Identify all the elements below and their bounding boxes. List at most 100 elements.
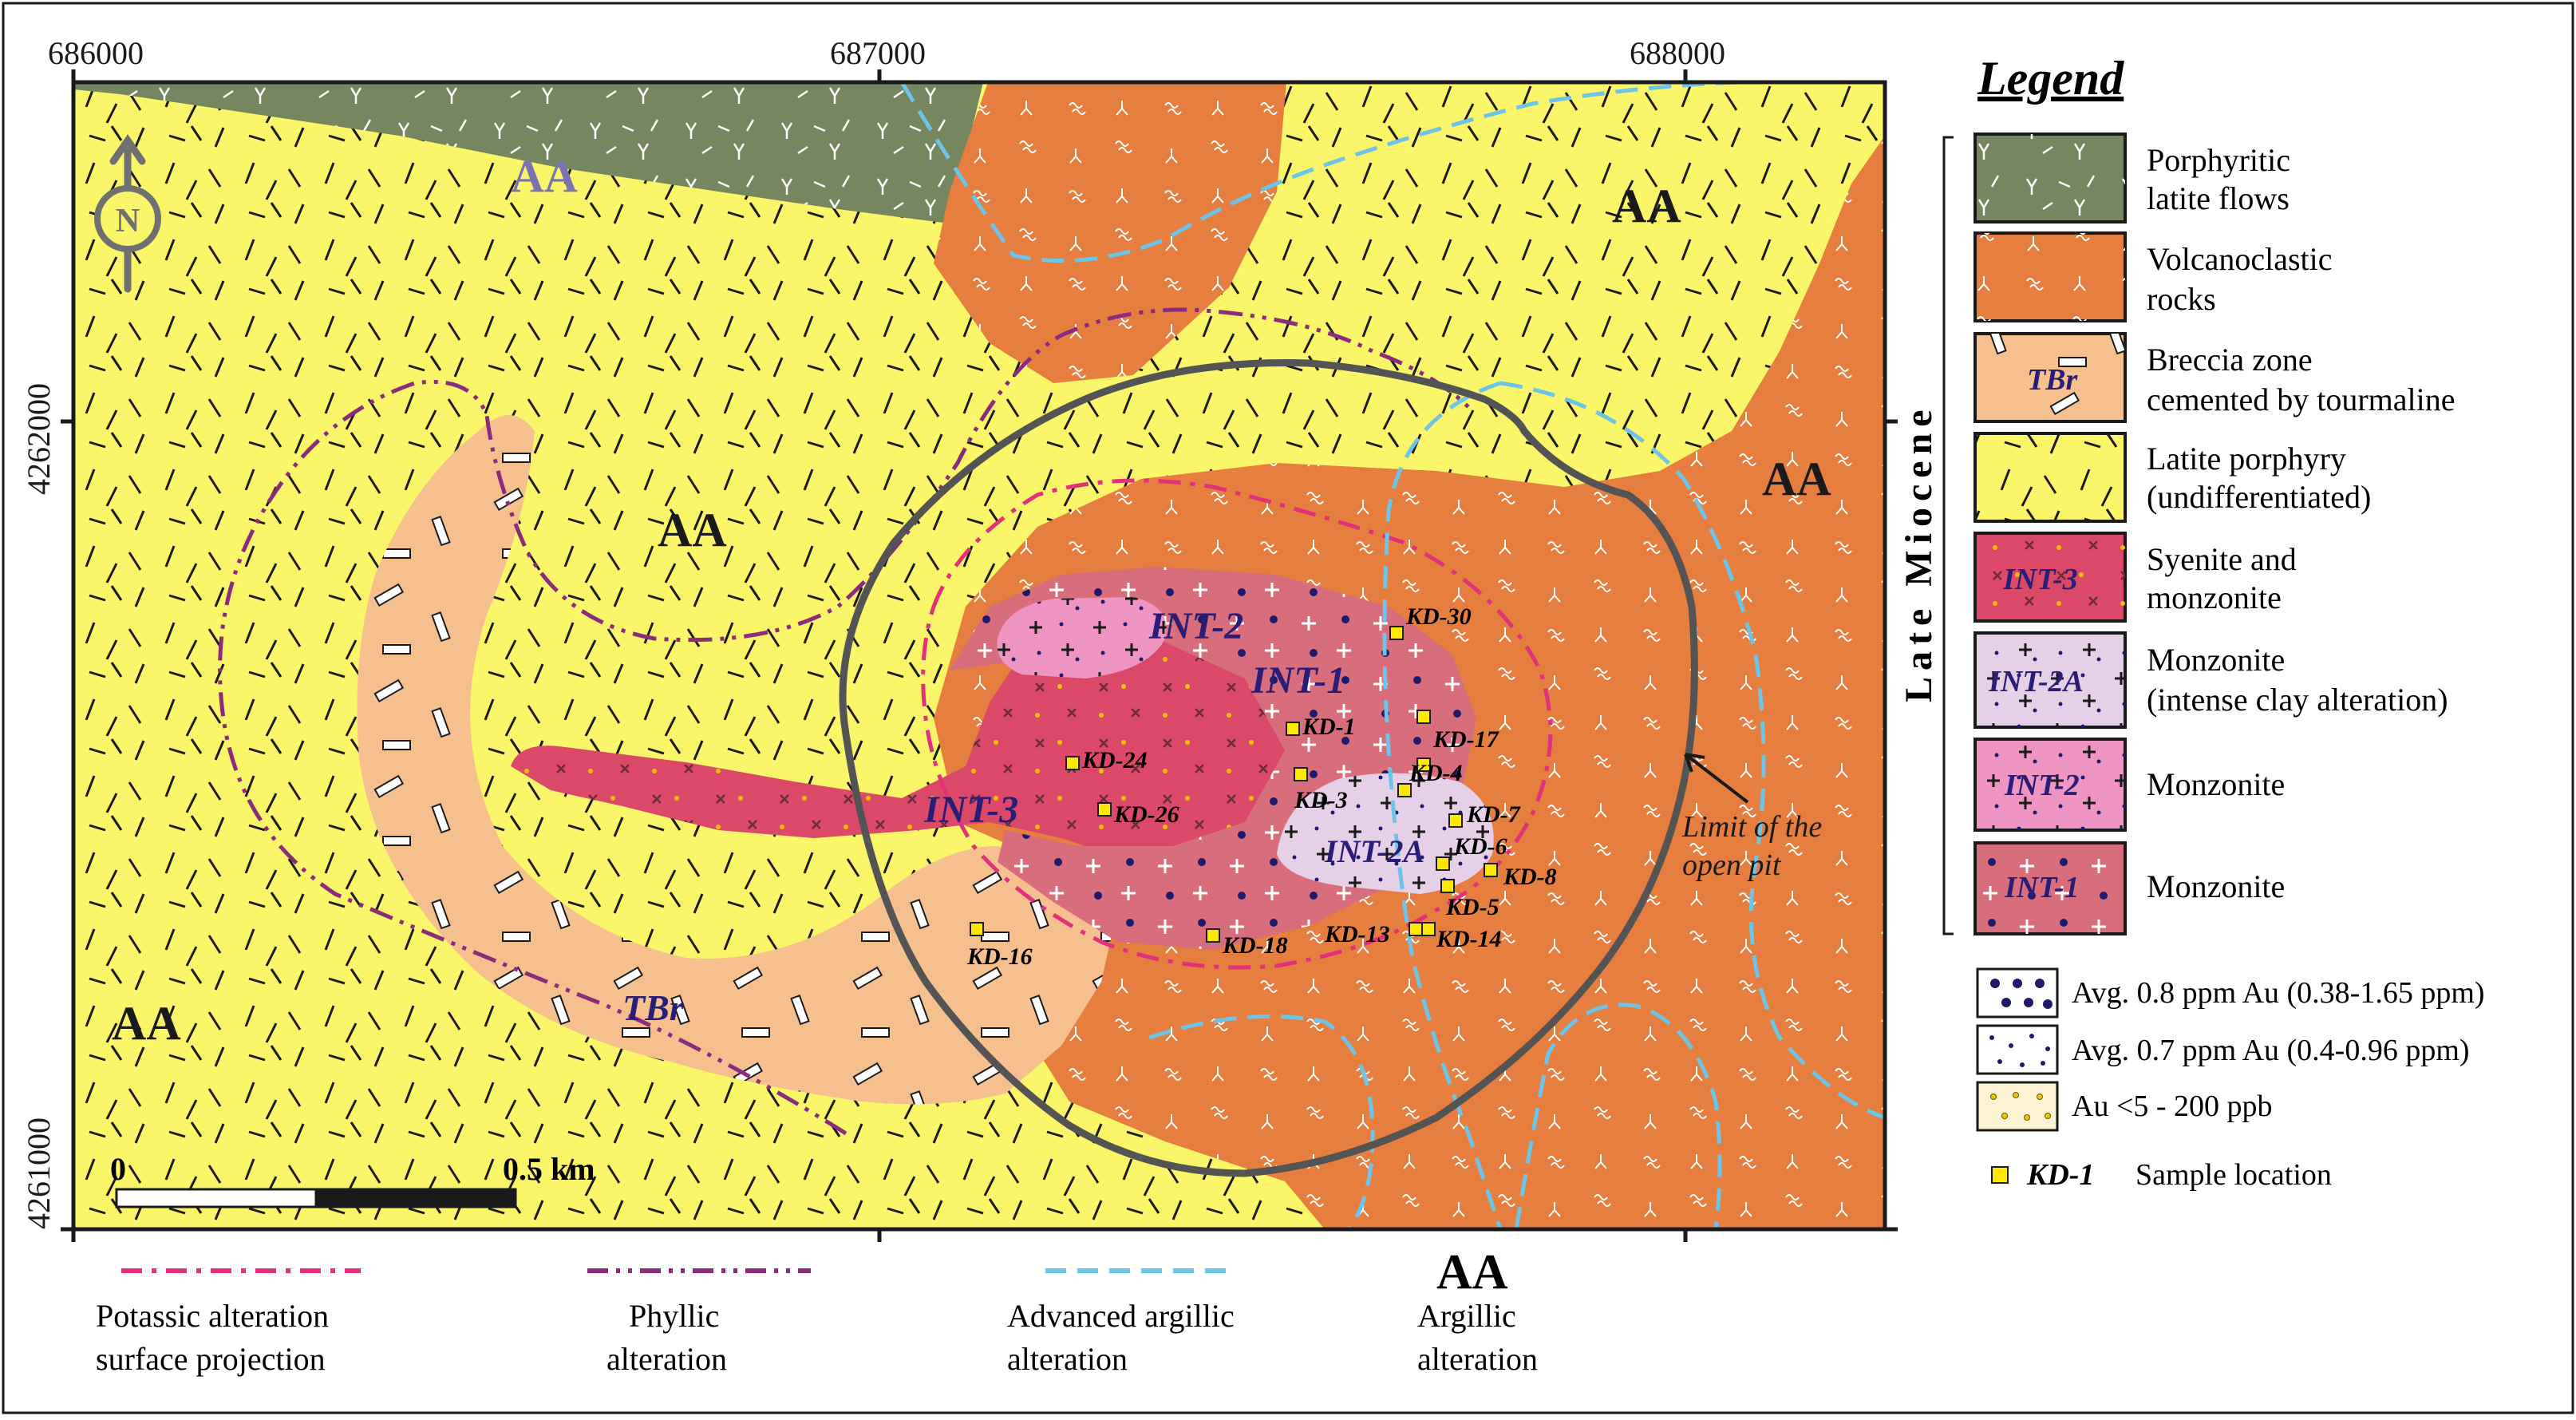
legend-panel: Legend Late Miocene Porphyritic latite f… (1898, 52, 2485, 1192)
sample-marker-kd26[interactable] (1097, 802, 1112, 817)
sample-label-kd16: KD-16 (966, 943, 1033, 970)
label-int1: INT-1 (1250, 659, 1345, 702)
svg-text:Phyllic: Phyllic (629, 1298, 719, 1334)
legend-unit-latite-porphyry: Latite porphyry (undifferentiated) (1973, 432, 2371, 523)
sample-label-kd1: KD-1 (1302, 714, 1356, 740)
sample-marker-kd7[interactable] (1448, 813, 1463, 828)
sample-label-kd7: KD-7 (1466, 801, 1521, 828)
legend-unit-flows: Porphyritic latite flows (1973, 133, 2290, 223)
svg-text:alteration: alteration (606, 1341, 727, 1377)
sample-label-kd14: KD-14 (1436, 926, 1502, 952)
sample-marker-kd4[interactable] (1416, 757, 1431, 772)
legend-unit-breccia: TBr Breccia zone cemented by tourmaline (1973, 332, 2455, 423)
svg-text:cemented by tourmaline: cemented by tourmaline (2147, 382, 2455, 417)
north-label: N (116, 203, 140, 239)
adv-argillic-line-east (1499, 381, 1885, 1120)
sample-label-kd26: KD-26 (1113, 801, 1179, 828)
legend-gold-high: Avg. 0.8 ppm Au (0.38-1.65 ppm) (1976, 967, 2485, 1019)
label-aa-sw: AA (112, 997, 181, 1050)
sample-label-kd30: KD-30 (1405, 603, 1472, 630)
svg-text:alteration: alteration (1007, 1341, 1128, 1377)
legend-gold-mid: Avg. 0.7 ppm Au (0.4-0.96 ppm) (1976, 1024, 2470, 1075)
sample-marker-kd7-a[interactable] (1397, 783, 1412, 797)
adv-argillic-line-central (1382, 381, 1503, 1229)
svg-text:(undifferentiated): (undifferentiated) (2147, 479, 2371, 515)
sample-label-kd6: KD-6 (1453, 833, 1507, 860)
sample-label-kd3: KD-3 (1294, 787, 1348, 813)
label-int2a: INT-2A (1324, 833, 1424, 869)
legend-era: Late Miocene (1898, 403, 1940, 702)
scale-end: 0.5 km (503, 1151, 595, 1187)
legend-unit-int3: INT-3 Syenite and monzonite (1973, 532, 2297, 623)
sample-marker-icon (1991, 1166, 2009, 1184)
north-arrow: N (94, 134, 161, 293)
potassic-alteration-line (921, 478, 1553, 970)
phyllic-alteration-line (218, 307, 1470, 1136)
svg-text:Argillic: Argillic (1417, 1298, 1516, 1334)
sample-marker-kd1[interactable] (1286, 722, 1300, 736)
svg-text:Avg. 0.7 ppm Au (0.4-0.96 ppm: Avg. 0.7 ppm Au (0.4-0.96 ppm) (2072, 1034, 2470, 1067)
sample-label-kd4: KD-4 (1409, 760, 1463, 786)
svg-text:INT-1: INT-1 (2004, 871, 2080, 904)
label-aa-center: AA (658, 504, 727, 556)
y-tick-4262000: 4262000 (21, 383, 57, 495)
x-tick-688000: 688000 (1630, 35, 1725, 71)
sample-marker-kd3[interactable] (1294, 767, 1308, 781)
legend-unit-int1: INT-1 Monzonite (1973, 841, 2285, 935)
legend-gold-low: Au <5 - 200 ppb (1976, 1081, 2273, 1132)
sample-marker-kd18[interactable] (1206, 928, 1220, 943)
svg-text:TBr: TBr (2027, 363, 2079, 397)
sample-marker-kd6[interactable] (1436, 856, 1450, 871)
svg-text:(intense clay alteration): (intense clay alteration) (2147, 682, 2448, 718)
sample-marker-kd17[interactable] (1416, 710, 1431, 724)
svg-text:Porphyritic: Porphyritic (2147, 142, 2290, 178)
legend-title: Legend (1977, 52, 2124, 105)
sample-marker-kd5[interactable] (1440, 879, 1455, 893)
open-pit-limit (839, 359, 1698, 1177)
x-tick-687000: 687000 (830, 35, 926, 71)
y-tick-4261000: 4261000 (21, 1117, 57, 1229)
line-legend: Potassic alteration surface projection P… (96, 1245, 1538, 1377)
sample-label-kd18: KD-18 (1222, 932, 1288, 959)
svg-text:INT-3: INT-3 (2002, 563, 2078, 596)
svg-text:Potassic alteration: Potassic alteration (96, 1298, 329, 1334)
x-tick-686000: 686000 (48, 35, 144, 71)
label-pit-line2: open pit (1682, 848, 1782, 882)
sample-label-kd8: KD-8 (1503, 864, 1557, 890)
sample-marker-kd14[interactable] (1421, 922, 1436, 936)
sample-marker-kd24[interactable] (1065, 756, 1080, 770)
adv-argillic-line-north (899, 82, 1740, 263)
era-bracket (1942, 136, 1954, 935)
map-area: AA AA AA AA AA INT-1 INT-2 INT-2A INT-3 … (73, 82, 1885, 1229)
label-aa-east: AA (1762, 453, 1831, 505)
sample-label-kd5: KD-5 (1445, 894, 1499, 920)
sample-label-kd24: KD-24 (1081, 747, 1148, 773)
label-int3: INT-3 (923, 789, 1018, 831)
svg-text:Monzonite: Monzonite (2147, 868, 2285, 904)
scale-bar-white (115, 1188, 318, 1208)
sample-marker-kd13[interactable] (1409, 922, 1423, 936)
svg-text:Avg. 0.8 ppm Au (0.38-1.65 pp: Avg. 0.8 ppm Au (0.38-1.65 ppm) (2072, 976, 2485, 1010)
legend-unit-volcanoclastic: Volcanoclastic rocks (1973, 231, 2333, 322)
label-aa-nw: AA (511, 150, 578, 202)
sample-markers: KD-30 KD-1 KD-17 KD-4 KD-3 KD-7 KD-6 KD-… (966, 603, 1557, 970)
map-border (71, 80, 1887, 1232)
label-pit-line1: Limit of the (1681, 810, 1822, 844)
sample-marker-kd16[interactable] (970, 922, 984, 936)
svg-text:monzonite: monzonite (2147, 579, 2282, 615)
svg-text:Latite porphyry: Latite porphyry (2147, 441, 2346, 477)
argillic-symbol: AA (1436, 1245, 1508, 1299)
svg-text:alteration: alteration (1417, 1341, 1538, 1377)
svg-text:INT-2: INT-2 (2004, 769, 2080, 802)
svg-text:Advanced argillic: Advanced argillic (1007, 1298, 1235, 1334)
label-tbr: TBr (622, 987, 685, 1028)
sample-marker-kd30[interactable] (1389, 626, 1404, 640)
svg-text:Monzonite: Monzonite (2147, 766, 2285, 802)
svg-text:latite flows: latite flows (2147, 180, 2290, 216)
svg-text:Au <5 - 200 ppb: Au <5 - 200 ppb (2072, 1090, 2273, 1123)
sample-marker-kd8[interactable] (1484, 863, 1498, 877)
legend-unit-int2a: INT-2A Monzonite (intense clay alteratio… (1973, 631, 2448, 729)
scale-bar-black (314, 1188, 517, 1208)
